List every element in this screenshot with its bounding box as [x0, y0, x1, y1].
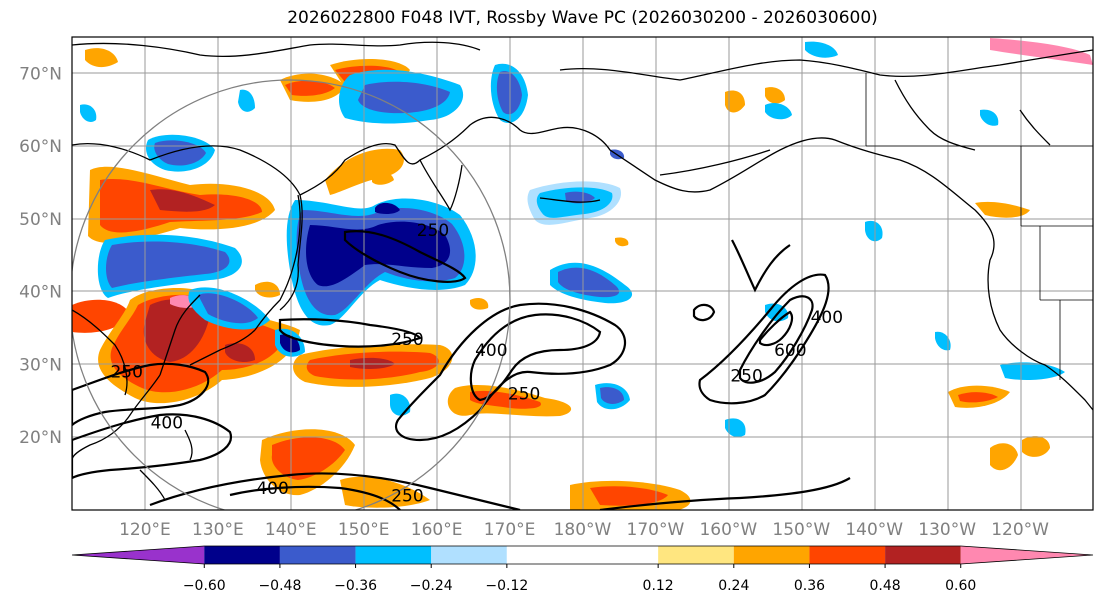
colorbar-segment	[204, 546, 280, 564]
colorbar-segment	[279, 546, 356, 564]
x-tick-label: 180°W	[554, 520, 612, 540]
colorbar-segment	[733, 546, 810, 564]
x-tick-label: 120°W	[991, 520, 1049, 540]
colorbar-tick-labels: −0.60 −0.48 −0.36 −0.24 −0.12 0.12 0.24 0.36 0.4…	[183, 564, 976, 594]
x-tick-label: 150°W	[772, 520, 830, 540]
contour-label: 400	[256, 479, 288, 499]
contour-label: 400	[811, 308, 843, 328]
x-tick-label: 140°W	[845, 520, 903, 540]
colorbar-tick-label: −0.60	[183, 578, 226, 594]
x-tick-label: 130°E	[192, 520, 244, 540]
map-frame	[71, 36, 1094, 511]
contour-label: 250	[730, 366, 762, 386]
colorbar-tick-label: −0.24	[410, 578, 453, 594]
x-tick-label: 120°E	[119, 520, 171, 540]
y-tick-label: 60°N	[19, 137, 62, 157]
colorbar-tick-label: 0.36	[794, 578, 825, 594]
colorbar-extend-min	[72, 546, 205, 564]
colorbar-tick-label: −0.36	[334, 578, 377, 594]
colorbar-tick-label: 0.48	[869, 578, 900, 594]
contour-label: 400	[475, 341, 507, 361]
colorbar-extend-max	[960, 546, 1093, 564]
y-tick-label: 70°N	[19, 64, 62, 84]
colorbar-segment	[809, 546, 886, 564]
colorbar-tick-label: 0.60	[945, 578, 976, 594]
colorbar-tick-label: 0.12	[643, 578, 674, 594]
borders	[865, 73, 1093, 380]
contour-label: 250	[508, 385, 540, 405]
contour-label: 600	[774, 341, 806, 361]
y-tick-labels: 20°N 30°N 40°N 50°N 60°N 70°N	[19, 64, 62, 448]
contour-label: 400	[151, 414, 183, 434]
x-tick-label: 150°E	[338, 520, 390, 540]
x-tick-label: 160°W	[699, 520, 757, 540]
contour-label: 250	[110, 363, 142, 383]
x-tick-labels: 120°E 130°E 140°E 150°E 160°E 170°E 180°W 170°W…	[119, 520, 1049, 540]
ivt-anomaly-fill	[72, 38, 1093, 510]
y-tick-label: 50°N	[19, 210, 62, 230]
colorbar-tick-label: −0.12	[485, 578, 528, 594]
x-tick-label: 130°W	[918, 520, 976, 540]
colorbar	[71, 545, 1094, 565]
coastlines	[72, 41, 1093, 501]
colorbar-segment	[506, 546, 659, 564]
x-tick-label: 140°E	[265, 520, 317, 540]
map-gridlines	[72, 37, 1093, 510]
y-tick-label: 30°N	[19, 355, 62, 375]
colorbar-tick-label: −0.48	[258, 578, 301, 594]
contour-label: 250	[391, 486, 423, 506]
colorbar-segment	[885, 546, 961, 564]
x-tick-label: 160°E	[411, 520, 463, 540]
colorbar-segment	[431, 546, 507, 564]
contour-label: 250	[391, 330, 423, 350]
ivt-contours	[72, 230, 851, 510]
colorbar-segment	[658, 546, 734, 564]
colorbar-tick-label: 0.24	[718, 578, 749, 594]
y-tick-label: 40°N	[19, 283, 62, 303]
y-tick-label: 20°N	[19, 428, 62, 448]
x-tick-label: 170°E	[484, 520, 536, 540]
rossby-wave-circle	[72, 79, 511, 510]
contour-label: 250	[417, 221, 449, 241]
chart-title: 2026022800 F048 IVT, Rossby Wave PC (202…	[287, 8, 878, 28]
x-tick-label: 170°W	[627, 520, 685, 540]
colorbar-segment	[355, 546, 432, 564]
